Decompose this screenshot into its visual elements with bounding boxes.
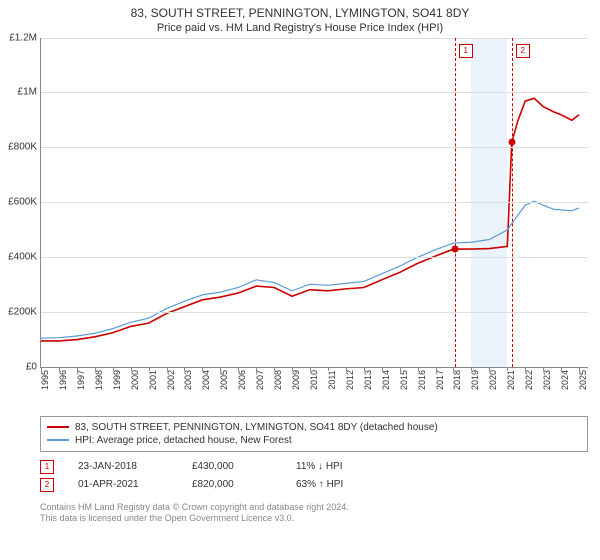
sale-pct-1: 11% ↓ HPI (296, 461, 386, 472)
sale-price-2: £820,000 (192, 479, 272, 490)
gridline (41, 92, 588, 93)
ytick-label: £600K (8, 197, 41, 208)
legend-label-hpi: HPI: Average price, detached house, New … (75, 435, 292, 446)
sale-price-1: £430,000 (192, 461, 272, 472)
xtick-label: 2009 (291, 370, 301, 390)
ytick-label: £0 (26, 361, 41, 372)
legend-row-property: 83, SOUTH STREET, PENNINGTON, LYMINGTON,… (47, 421, 581, 434)
xtick-label: 2011 (327, 370, 337, 389)
sale-point-1 (451, 245, 458, 252)
xtick-label: 2001 (148, 370, 158, 390)
xtick-label: 1998 (94, 370, 104, 390)
sale-point-2 (508, 138, 515, 145)
ytick-label: £800K (8, 142, 41, 153)
sale-vline-1 (455, 38, 456, 367)
xtick-label: 2014 (381, 370, 391, 390)
xtick-label: 1995 (40, 370, 50, 390)
gridline (41, 257, 588, 258)
sales-table: 1 23-JAN-2018 £430,000 11% ↓ HPI 2 01-AP… (40, 458, 588, 494)
legend-swatch-property (47, 426, 69, 428)
sale-vline-2 (512, 38, 513, 367)
gridline (41, 312, 588, 313)
gridline (41, 147, 588, 148)
sale-index-1: 1 (40, 460, 54, 474)
series-property (41, 98, 579, 341)
chart-area: £0£200K£400K£600K£800K£1M£1.2M12 1995199… (40, 38, 588, 388)
xtick-label: 2010 (309, 370, 319, 390)
legend-label-property: 83, SOUTH STREET, PENNINGTON, LYMINGTON,… (75, 422, 438, 433)
gridline (41, 202, 588, 203)
xtick-label: 2005 (219, 370, 229, 390)
legend: 83, SOUTH STREET, PENNINGTON, LYMINGTON,… (40, 416, 588, 452)
footer-line-1: Contains HM Land Registry data © Crown c… (40, 502, 588, 514)
xtick-label: 1997 (76, 370, 86, 390)
chart-title: 83, SOUTH STREET, PENNINGTON, LYMINGTON,… (0, 0, 600, 22)
legend-swatch-hpi (47, 439, 69, 441)
xtick-label: 2007 (255, 370, 265, 390)
xtick-label: 2021 (506, 370, 516, 390)
plot-region: £0£200K£400K£600K£800K£1M£1.2M12 (40, 38, 588, 368)
ytick-label: £200K (8, 306, 41, 317)
xtick-label: 2003 (183, 370, 193, 390)
sale-index-2: 2 (40, 478, 54, 492)
xtick-label: 2000 (130, 370, 140, 390)
xtick-label: 1999 (112, 370, 122, 390)
xtick-label: 2013 (363, 370, 373, 390)
legend-row-hpi: HPI: Average price, detached house, New … (47, 434, 581, 447)
sale-pct-2: 63% ↑ HPI (296, 479, 386, 490)
xtick-label: 2015 (399, 370, 409, 390)
xtick-label: 2019 (470, 370, 480, 390)
xtick-label: 2008 (273, 370, 283, 390)
xtick-label: 2025 (578, 370, 588, 390)
xtick-label: 2018 (452, 370, 462, 390)
xtick-label: 2022 (524, 370, 534, 390)
ytick-label: £1.2M (9, 32, 41, 43)
sale-date-1: 23-JAN-2018 (78, 461, 168, 472)
sale-date-2: 01-APR-2021 (78, 479, 168, 490)
sale-row-1: 1 23-JAN-2018 £430,000 11% ↓ HPI (40, 458, 588, 476)
xtick-label: 1996 (58, 370, 68, 390)
footer-line-2: This data is licensed under the Open Gov… (40, 513, 588, 525)
xtick-label: 2023 (542, 370, 552, 390)
sale-marker-1: 1 (459, 44, 473, 58)
xtick-label: 2004 (201, 370, 211, 390)
xtick-label: 2006 (237, 370, 247, 390)
ytick-label: £1M (18, 87, 41, 98)
sale-row-2: 2 01-APR-2021 £820,000 63% ↑ HPI (40, 476, 588, 494)
series-hpi (41, 201, 579, 338)
xtick-label: 2012 (345, 370, 355, 390)
sale-marker-2: 2 (516, 44, 530, 58)
xtick-label: 2024 (560, 370, 570, 390)
xtick-label: 2017 (435, 370, 445, 390)
footer: Contains HM Land Registry data © Crown c… (40, 502, 588, 525)
xtick-label: 2020 (488, 370, 498, 390)
chart-subtitle: Price paid vs. HM Land Registry's House … (0, 22, 600, 38)
xtick-label: 2002 (166, 370, 176, 390)
gridline (41, 38, 588, 39)
xtick-label: 2016 (417, 370, 427, 390)
ytick-label: £400K (8, 251, 41, 262)
